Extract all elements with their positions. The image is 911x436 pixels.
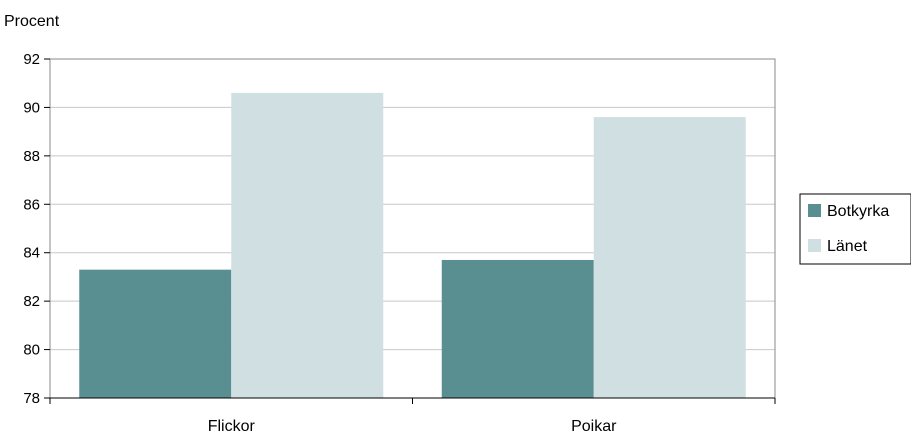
- x-tick-label: Flickor: [208, 418, 256, 435]
- y-tick-label: 90: [23, 99, 40, 116]
- bar-flickor-1: [231, 92, 384, 399]
- x-tick-label: Poikar: [571, 418, 617, 435]
- y-tick-label: 92: [23, 51, 40, 68]
- y-tick-label: 80: [23, 342, 40, 359]
- bar-poikar-0: [441, 259, 594, 398]
- legend-label-lanet: Länet: [827, 238, 868, 255]
- bar-flickor-0: [79, 269, 232, 398]
- legend-swatch-botkyrka: [808, 204, 821, 217]
- y-tick-label: 82: [23, 293, 40, 310]
- y-axis-unit-label: Procent: [4, 13, 60, 30]
- y-tick-label: 84: [23, 245, 40, 262]
- y-tick-label: 78: [23, 390, 40, 407]
- y-axis-ticks: 78 80 82 84 86 88 90 92: [23, 51, 50, 407]
- legend-swatch-lanet: [808, 239, 821, 252]
- bar-poikar-1: [593, 117, 746, 398]
- legend-label-botkyrka: Botkyrka: [827, 203, 889, 220]
- y-tick-label: 88: [23, 148, 40, 165]
- y-tick-label: 86: [23, 196, 40, 213]
- bars: [79, 92, 746, 399]
- legend: Botkyrka Länet: [799, 193, 911, 265]
- x-axis: Flickor Poikar: [49, 397, 776, 435]
